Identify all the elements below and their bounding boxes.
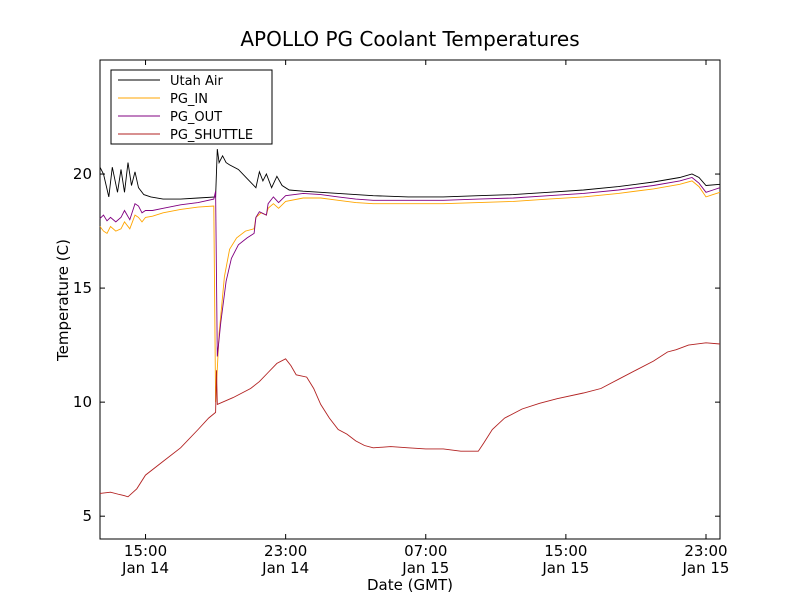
x-axis-label: Date (GMT) <box>367 576 453 594</box>
legend-label: PG_IN <box>170 92 208 107</box>
x-tick-label-date: Jan 15 <box>681 559 729 577</box>
chart-legend: Utah Air PG_IN PG_OUT PG_SHUTTLE <box>110 69 273 145</box>
x-tick-label-time: 07:00 <box>404 542 447 560</box>
y-axis-label: Temperature (C) <box>54 239 72 362</box>
series-line-pg-in <box>99 180 721 403</box>
y-tick-label: 10 <box>73 393 92 411</box>
x-tick-label-date: Jan 15 <box>401 559 449 577</box>
legend-label: PG_OUT <box>170 110 222 125</box>
series-line-pg-shuttle <box>99 342 721 498</box>
x-tick-label-time: 23:00 <box>684 542 727 560</box>
legend-box <box>110 69 273 145</box>
series-line-utah-air <box>99 148 721 200</box>
x-tick-label-time: 15:00 <box>124 542 167 560</box>
x-tick-label-time: 23:00 <box>264 542 307 560</box>
y-tick-label: 15 <box>73 279 92 297</box>
x-tick-label-date: Jan 14 <box>121 559 169 577</box>
legend-label: Utah Air <box>170 74 223 89</box>
legend-label: PG_SHUTTLE <box>170 128 253 143</box>
x-tick-label-time: 15:00 <box>544 542 587 560</box>
y-tick-label: 20 <box>73 165 92 183</box>
chart-title: APOLLO PG Coolant Temperatures <box>240 27 579 51</box>
x-tick-label-date: Jan 15 <box>541 559 589 577</box>
series-layer <box>99 148 721 498</box>
series-line-pg-out <box>99 177 721 357</box>
y-tick-label: 5 <box>82 507 92 525</box>
x-tick-label-date: Jan 14 <box>261 559 309 577</box>
